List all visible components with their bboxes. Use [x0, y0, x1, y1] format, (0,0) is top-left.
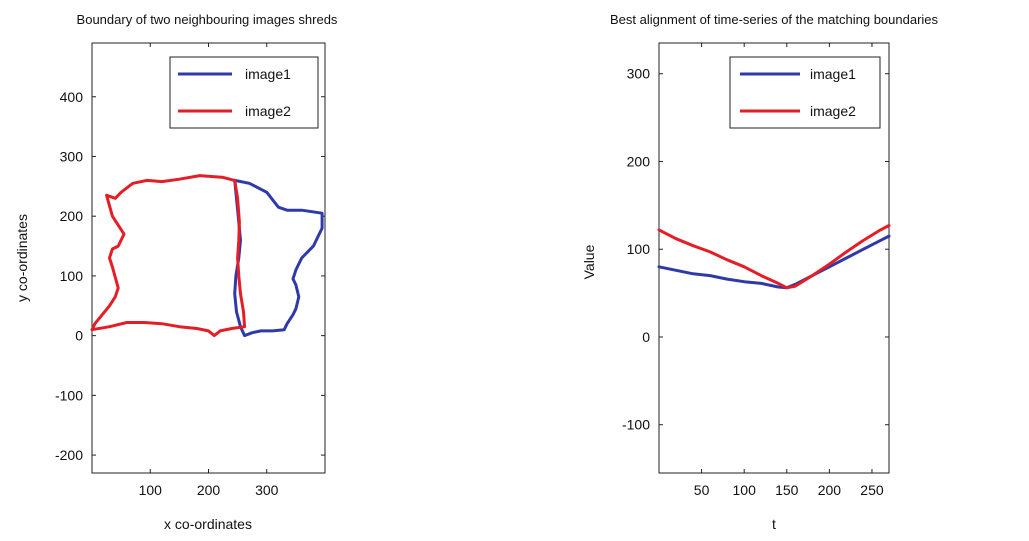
x-axis-label: x co-ordinates — [164, 516, 252, 532]
x-tick-label: 100 — [139, 482, 163, 498]
y-tick-label: 100 — [627, 241, 651, 257]
x-tick-label: 150 — [775, 482, 799, 498]
legend: image1 image2 — [169, 56, 319, 129]
y-tick-label: -100 — [622, 417, 650, 433]
legend-label-image2: image2 — [245, 103, 291, 119]
y-axis-label: y co-ordinates — [14, 214, 30, 302]
legend-label-image1: image1 — [810, 66, 856, 82]
x-tick-label: 100 — [733, 482, 757, 498]
alignment-chart: Best alignment of time-series of the mat… — [581, 12, 939, 532]
chart-title: Boundary of two neighbouring images shre… — [77, 12, 338, 27]
y-tick-label: -100 — [55, 387, 83, 403]
y-tick-label: 100 — [60, 268, 84, 284]
boundary-chart: Boundary of two neighbouring images shre… — [14, 12, 338, 532]
y-tick-label: 0 — [75, 328, 83, 344]
legend-box — [729, 56, 881, 129]
y-tick-label: 200 — [627, 153, 651, 169]
x-tick-label: 200 — [818, 482, 842, 498]
series-line-image1 — [233, 178, 324, 338]
x-tick-label: 200 — [197, 482, 221, 498]
legend-label-image1: image1 — [245, 66, 291, 82]
y-tick-label: 0 — [642, 329, 650, 345]
legend-label-image2: image2 — [810, 103, 856, 119]
axis-ticks: 50 100 150 200 250 -100 0 100 200 300 — [622, 43, 889, 498]
axis-ticks: 100 200 300 -200 -100 0 100 200 300 400 — [55, 43, 325, 498]
series-line-image1 — [657, 234, 891, 290]
y-tick-label: -200 — [55, 447, 83, 463]
y-tick-label: 300 — [60, 148, 84, 164]
y-tick-label: 400 — [60, 89, 84, 105]
chart-title: Best alignment of time-series of the mat… — [610, 12, 939, 27]
series-lines — [90, 174, 324, 338]
x-tick-label: 50 — [694, 482, 710, 498]
series-line-image2 — [90, 174, 247, 338]
series-line-image2 — [657, 224, 891, 290]
legend-box — [169, 56, 319, 129]
y-tick-label: 200 — [60, 208, 84, 224]
legend: image1 image2 — [729, 56, 881, 129]
x-tick-label: 300 — [255, 482, 279, 498]
series-lines — [657, 224, 891, 290]
y-tick-label: 300 — [627, 66, 651, 82]
x-tick-label: 250 — [860, 482, 884, 498]
x-axis-label: t — [772, 516, 776, 532]
y-axis-label: Value — [581, 244, 597, 279]
